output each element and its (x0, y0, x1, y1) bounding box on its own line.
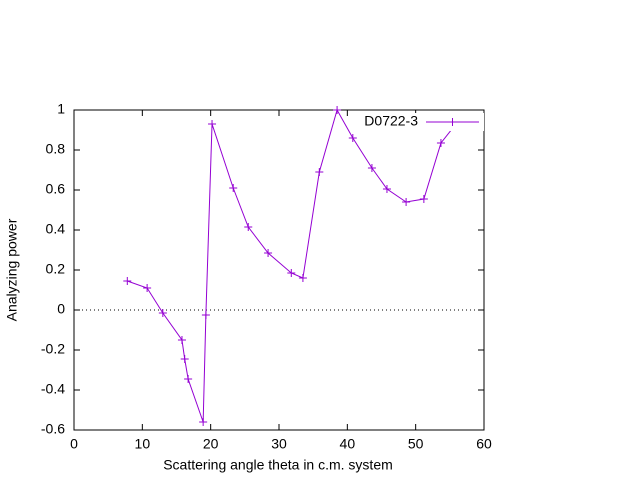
data-point (264, 249, 273, 257)
x-axis-label: Scattering angle theta in c.m. system (163, 457, 393, 473)
data-point (158, 309, 167, 317)
data-point (315, 168, 324, 176)
data-point (177, 336, 186, 344)
y-tick-label: 0.6 (46, 181, 66, 197)
y-tick-label: -0.6 (41, 421, 65, 437)
data-point (436, 139, 445, 147)
data-point (382, 185, 391, 193)
data-point (184, 375, 193, 383)
legend-swatch (426, 118, 479, 126)
data-line (127, 108, 476, 423)
x-tick-label: 0 (70, 436, 78, 452)
data-point (333, 106, 342, 114)
data-point (287, 269, 296, 277)
data-point (367, 164, 376, 172)
x-tick-label: 20 (203, 436, 219, 452)
x-tick-label: 10 (135, 436, 151, 452)
data-point (201, 311, 210, 319)
y-tick-label: 0.8 (46, 141, 66, 157)
y-tick-label: 0.4 (46, 221, 66, 237)
data-point (123, 277, 132, 285)
data-point (419, 195, 428, 203)
y-tick-label: 0.2 (46, 261, 66, 277)
plot-frame (73, 109, 485, 431)
x-tick-label: 50 (408, 436, 424, 452)
x-tick-label: 40 (340, 436, 356, 452)
data-point (298, 274, 307, 282)
data-point (229, 184, 238, 192)
data-point (244, 223, 253, 231)
legend-label: D0722-3 (364, 113, 418, 129)
y-axis-label: Analyzing power (4, 218, 20, 321)
x-tick-label: 60 (476, 436, 492, 452)
data-point (348, 134, 357, 142)
data-point (180, 355, 189, 363)
data-point (199, 418, 208, 426)
y-tick-label: 1 (57, 101, 65, 117)
data-point (143, 284, 152, 292)
data-point (208, 120, 217, 128)
legend-background (360, 113, 484, 131)
x-tick-label: 30 (271, 436, 287, 452)
y-tick-label: -0.4 (41, 381, 65, 397)
data-point (402, 198, 411, 206)
y-tick-label: -0.2 (41, 341, 65, 357)
y-tick-label: 0 (57, 301, 65, 317)
